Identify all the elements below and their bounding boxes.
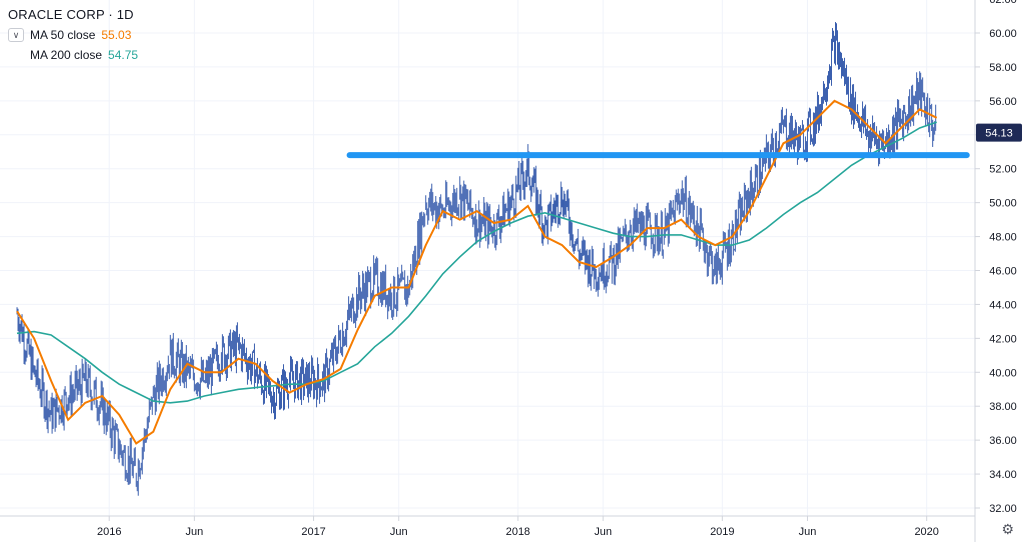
ma200-line: [16, 121, 937, 404]
symbol-title: ORACLE CORP · 1D: [8, 7, 134, 22]
y-axis-ticks: 32.00 34.00 36.00 38.00 40.00 42.00 44.00 46.00…: [975, 0, 1017, 515]
y-tick-label: 38.00: [989, 401, 1017, 413]
y-tick-label: 60.00: [989, 28, 1017, 40]
collapse-chevron-icon[interactable]: ∨: [8, 28, 24, 42]
ma50-value: 55.03: [101, 28, 132, 42]
y-tick-label: 58.00: [989, 62, 1017, 74]
x-tick-label: Jun: [185, 526, 203, 538]
price-candles: [16, 22, 937, 496]
x-tick-label: 2020: [914, 526, 938, 538]
ma200-label: MA 200 close: [30, 48, 103, 62]
ma50-label: MA 50 close: [30, 28, 96, 42]
ma50-line: [16, 99, 938, 445]
y-tick-label: 36.00: [989, 435, 1017, 447]
y-tick-label: 44.00: [989, 299, 1017, 311]
last-price-tag: 54.13: [976, 123, 1022, 142]
ma50-legend-row[interactable]: ∨ MA 50 close 55.03: [8, 25, 138, 45]
settings-gear-icon[interactable]: ⚙: [1001, 521, 1014, 537]
last-price-label: 54.13: [985, 128, 1013, 140]
y-tick-label: 50.00: [989, 198, 1017, 210]
x-tick-label: Jun: [390, 526, 408, 538]
y-tick-label: 52.00: [989, 164, 1017, 176]
ma200-legend-row[interactable]: MA 200 close 54.75: [8, 45, 138, 65]
chart-legend: ORACLE CORP · 1D ∨ MA 50 close 55.03 MA …: [8, 5, 138, 65]
y-tick-label: 32.00: [989, 503, 1017, 515]
y-tick-label: 56.00: [989, 96, 1017, 108]
x-tick-label: Jun: [594, 526, 612, 538]
y-tick-label: 62.00: [989, 0, 1017, 6]
x-tick-label: Jun: [799, 526, 817, 538]
y-tick-label: 34.00: [989, 469, 1017, 481]
x-tick-label: 2019: [710, 526, 734, 538]
y-tick-label: 48.00: [989, 232, 1017, 244]
x-tick-label: 2017: [301, 526, 325, 538]
y-tick-label: 46.00: [989, 266, 1017, 278]
y-tick-label: 42.00: [989, 333, 1017, 345]
x-tick-label: 2016: [97, 526, 121, 538]
x-tick-label: 2018: [506, 526, 530, 538]
ma200-value: 54.75: [108, 48, 139, 62]
grid-lines: [0, 0, 975, 516]
y-tick-label: 40.00: [989, 367, 1017, 379]
x-axis-ticks: 2016 Jun 2017 Jun 2018 Jun 2019 Jun 2020: [97, 516, 939, 538]
